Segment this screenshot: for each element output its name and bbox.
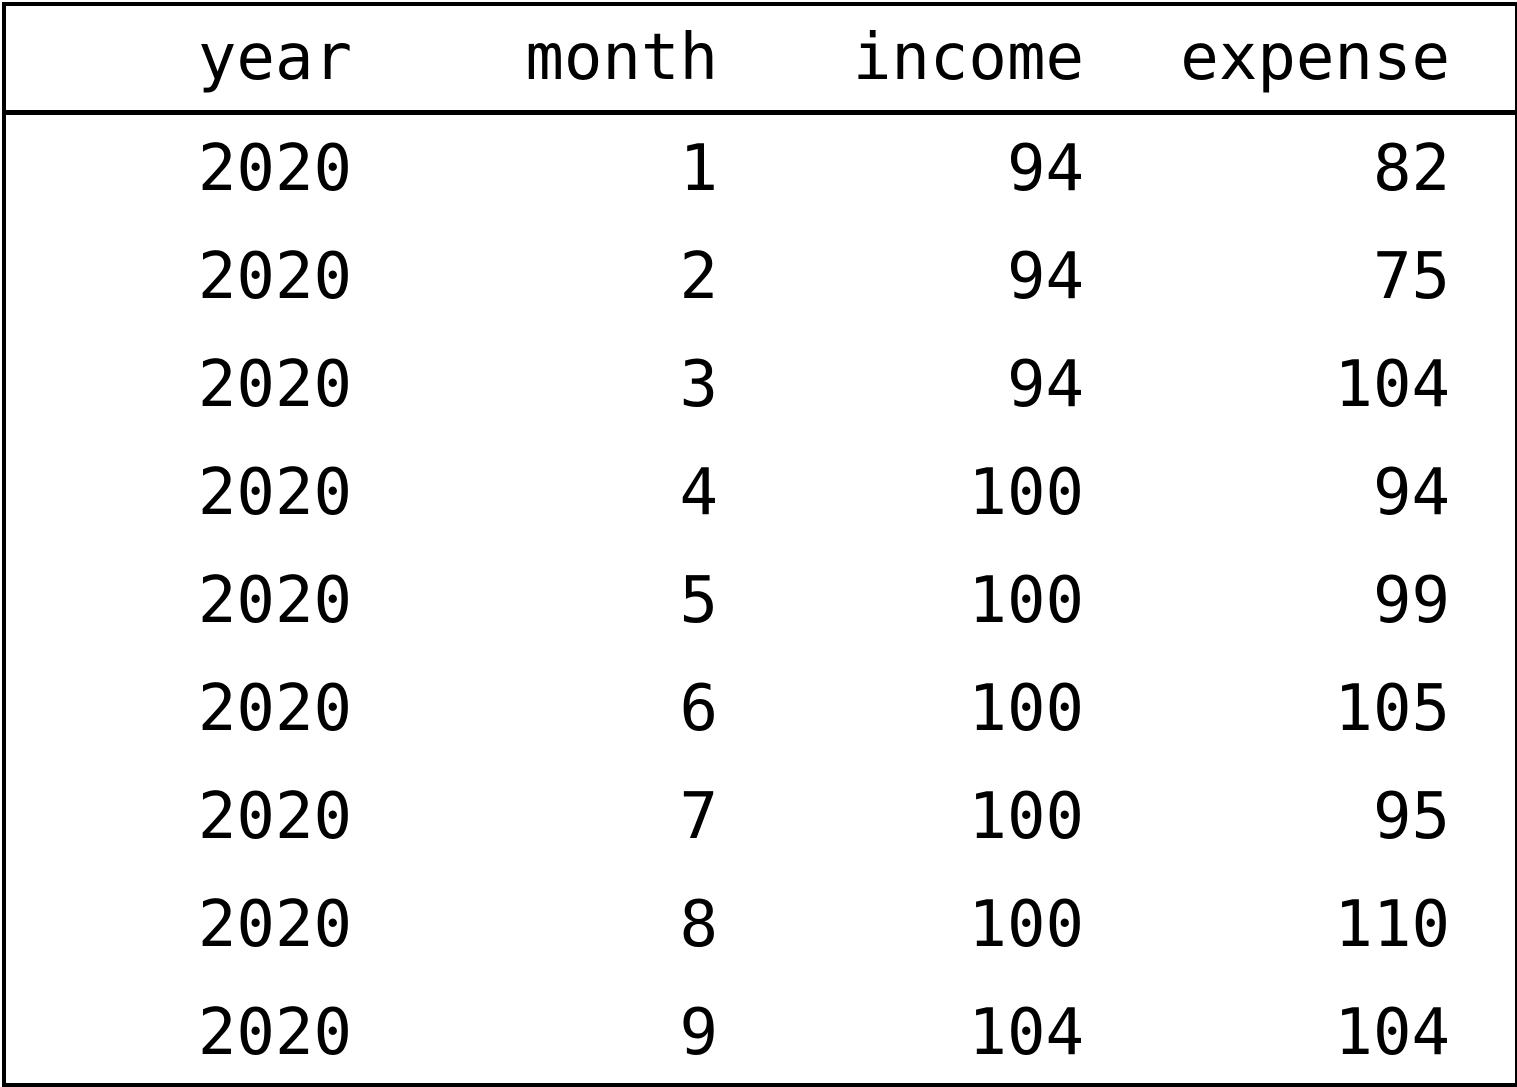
cell-expense: 82: [1372, 132, 1450, 206]
table-row: 2020 7 100 95: [6, 763, 1515, 871]
table-row: 2020 3 94 104: [6, 331, 1515, 439]
cell-expense: 104: [1334, 996, 1450, 1070]
cell-year: 2020: [197, 564, 352, 638]
cell-expense: 99: [1372, 564, 1450, 638]
table-row: 2020 4 100 94: [6, 439, 1515, 547]
table-body: 2020 1 94 82 2020 2 94 75 2020 3 94 104 2020 4 100 94 20…: [6, 115, 1515, 1087]
cell-month: 3: [679, 348, 718, 422]
cell-year: 2020: [197, 672, 352, 746]
cell-year: 2020: [197, 780, 352, 854]
cell-expense: 95: [1372, 780, 1450, 854]
cell-income: 94: [1006, 240, 1084, 314]
table-row: 2020 1 94 82: [6, 115, 1515, 223]
cell-year: 2020: [197, 888, 352, 962]
cell-year: 2020: [197, 456, 352, 530]
cell-income: 100: [968, 780, 1084, 854]
cell-income: 104: [968, 996, 1084, 1070]
cell-income: 100: [968, 672, 1084, 746]
table-grid: year month income expense 2020 1 94 82 2020 2…: [6, 6, 1515, 1083]
column-header-month: month: [525, 21, 718, 95]
cell-month: 1: [679, 132, 718, 206]
cell-month: 8: [679, 888, 718, 962]
column-header-expense: expense: [1180, 21, 1450, 95]
table-row: 2020 9 104 104: [6, 979, 1515, 1087]
cell-month: 5: [679, 564, 718, 638]
cell-month: 9: [679, 996, 718, 1070]
table-row: 2020 2 94 75: [6, 223, 1515, 331]
cell-expense: 94: [1372, 456, 1450, 530]
table-row: 2020 6 100 105: [6, 655, 1515, 763]
cell-income: 94: [1006, 132, 1084, 206]
table-header-row: year month income expense: [6, 6, 1515, 115]
cell-expense: 105: [1334, 672, 1450, 746]
cell-year: 2020: [197, 240, 352, 314]
cell-year: 2020: [197, 996, 352, 1070]
cell-income: 100: [968, 564, 1084, 638]
column-header-year: year: [197, 21, 352, 95]
cell-year: 2020: [197, 132, 352, 206]
cell-year: 2020: [197, 348, 352, 422]
cell-income: 94: [1006, 348, 1084, 422]
table-row: 2020 8 100 110: [6, 871, 1515, 979]
cell-expense: 104: [1334, 348, 1450, 422]
cell-expense: 75: [1372, 240, 1450, 314]
cell-expense: 110: [1334, 888, 1450, 962]
table-row: 2020 5 100 99: [6, 547, 1515, 655]
cell-month: 6: [679, 672, 718, 746]
cell-month: 4: [679, 456, 718, 530]
column-header-income: income: [852, 21, 1084, 95]
cell-income: 100: [968, 456, 1084, 530]
cell-month: 7: [679, 780, 718, 854]
cell-income: 100: [968, 888, 1084, 962]
cell-month: 2: [679, 240, 718, 314]
